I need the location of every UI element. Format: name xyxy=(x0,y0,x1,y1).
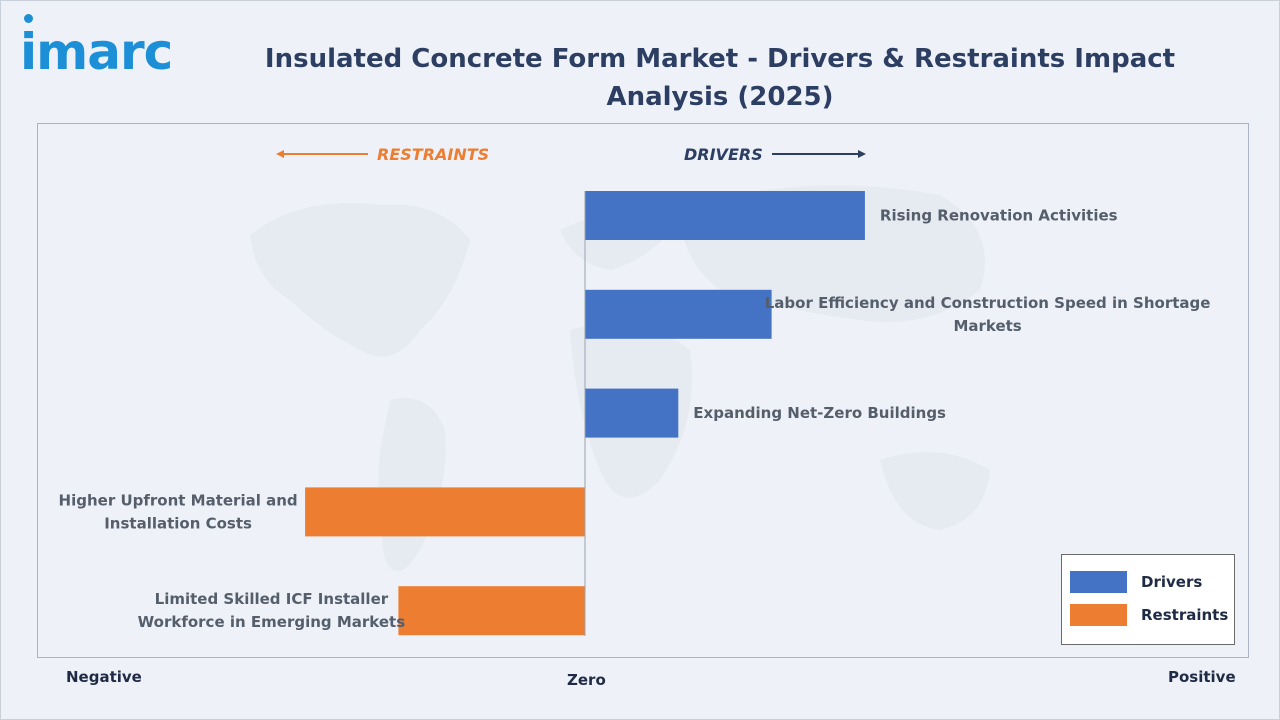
logo-text: imarc xyxy=(20,23,173,81)
bar-drivers-1 xyxy=(585,191,865,240)
logo-dot xyxy=(24,14,33,23)
bar-restraints-4 xyxy=(305,487,585,537)
category-label-3: Expanding Net-Zero Buildings xyxy=(693,404,946,422)
restraints-arrow-head xyxy=(276,150,284,158)
legend-swatch-restraints xyxy=(1070,604,1127,626)
chart-title: Insulated Concrete Form Market - Drivers… xyxy=(264,44,1176,112)
bar-drivers-3 xyxy=(585,388,679,438)
legend-label-drivers: Drivers xyxy=(1141,573,1203,591)
legend-label-restraints: Restraints xyxy=(1141,606,1229,624)
legend-item-restraints: Restraints xyxy=(1070,603,1228,627)
category-label-4: Higher Upfront Material and Installation … xyxy=(59,491,298,532)
category-label-1: Rising Renovation Activities xyxy=(880,207,1118,225)
legend-swatch-drivers xyxy=(1070,571,1127,593)
category-label-2: Labor Efficiency and Construction Speed … xyxy=(765,294,1211,335)
drivers-arrow-head xyxy=(858,150,866,158)
axis-zero-label: Zero xyxy=(567,671,606,689)
axis-negative-label: Negative xyxy=(66,668,142,686)
imarc-logo: imarc xyxy=(20,14,205,82)
chart-legend: Drivers Restraints xyxy=(1061,554,1235,645)
category-label-5: Limited Skilled ICF Installer Workforce i… xyxy=(138,590,406,631)
bar-drivers-2 xyxy=(585,289,772,339)
restraints-direction-label: RESTRAINTS xyxy=(377,145,489,164)
drivers-direction-label: DRIVERS xyxy=(684,145,763,164)
legend-item-drivers: Drivers xyxy=(1070,570,1202,594)
bar-restraints-5 xyxy=(398,586,585,636)
axis-positive-label: Positive xyxy=(1168,668,1236,686)
